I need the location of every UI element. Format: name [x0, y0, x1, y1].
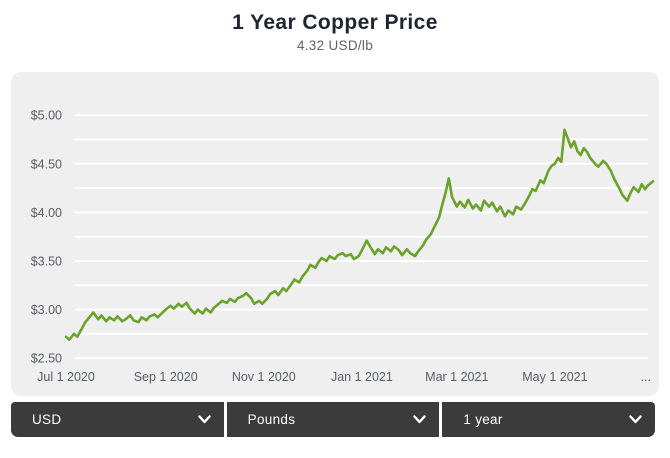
time-range-select-value: 1 year	[463, 412, 503, 427]
chevron-down-icon	[413, 415, 427, 424]
y-axis-label: $2.50	[31, 352, 62, 366]
y-axis-label: $5.00	[31, 109, 62, 123]
time-range-select[interactable]: 1 year	[442, 402, 655, 437]
x-axis-label: Sep 1 2020	[134, 370, 198, 384]
x-axis-label: Nov 1 2020	[232, 370, 296, 384]
x-axis-label: Mar 1 2021	[425, 370, 488, 384]
controls-bar: USD Pounds 1 year	[11, 402, 655, 437]
chart-header: 1 Year Copper Price 4.32 USD/lb	[0, 0, 670, 53]
price-line	[64, 128, 655, 342]
price-chart-svg: $5.00 $4.50 $4.00 $3.50 $3.00 $2.50 Jul 1 2020…	[31, 109, 655, 384]
currency-select[interactable]: USD	[11, 402, 224, 437]
y-axis-label: $4.50	[31, 157, 62, 171]
page-title: 1 Year Copper Price	[232, 11, 438, 34]
chevron-down-icon	[629, 415, 642, 424]
y-axis-label: $3.50	[31, 255, 62, 269]
currency-select-value: USD	[32, 412, 62, 427]
x-axis-label: May 1 2021	[522, 370, 587, 384]
weight-unit-select-value: Pounds	[247, 412, 296, 427]
x-axis-label: Jul 1 2020	[37, 370, 95, 384]
page-subtitle: 4.32 USD/lb	[296, 38, 374, 53]
y-axis-label: $4.00	[31, 206, 62, 220]
weight-unit-select[interactable]: Pounds	[226, 402, 440, 437]
chevron-down-icon	[197, 415, 211, 424]
price-chart-panel: $5.00 $4.50 $4.00 $3.50 $3.00 $2.50 Jul 1 2020…	[11, 72, 659, 396]
x-axis-label: Jan 1 2021	[331, 370, 393, 384]
y-axis-label: $3.00	[31, 303, 62, 317]
x-axis-label: ...	[641, 370, 651, 384]
